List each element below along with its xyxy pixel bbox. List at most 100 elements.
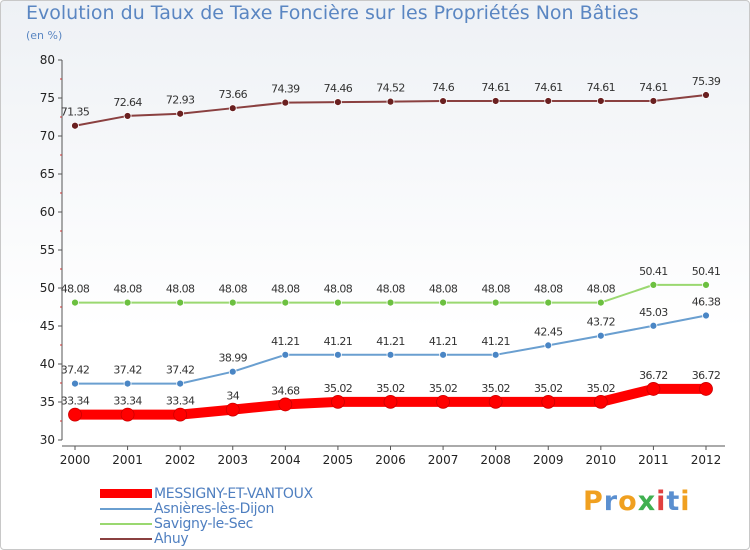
data-point	[646, 382, 661, 396]
proxiti-logo: Proxiti	[583, 486, 691, 517]
data-label: 35.02	[534, 382, 563, 395]
data-label: 48.08	[534, 283, 563, 296]
data-point	[649, 280, 658, 289]
axis-ticks: 30 35 40 45 50 55 60 65 70 75 80 2000 2001 2002 2003 20…	[40, 53, 722, 467]
data-label: 41.21	[429, 335, 458, 348]
legend-label: Savigny-le-Sec	[154, 516, 254, 532]
data-label: 42.45	[534, 325, 563, 338]
data-point	[334, 350, 342, 359]
data-label: 48.08	[271, 283, 300, 296]
data-label: 41.21	[271, 335, 300, 348]
y-tick-label: 65	[40, 167, 55, 181]
data-label: 74.61	[481, 81, 510, 94]
y-tick-label: 80	[40, 53, 55, 67]
data-point	[334, 98, 342, 107]
x-tick-label: 2000	[60, 453, 91, 467]
data-label: 48.08	[429, 283, 458, 296]
data-point	[123, 379, 132, 388]
data-point	[120, 407, 135, 422]
data-label: 37.42	[61, 364, 90, 377]
data-label: 41.21	[376, 335, 405, 348]
data-label: 36.72	[639, 369, 668, 382]
logo-letter: i	[680, 486, 691, 517]
logo-letter: P	[583, 486, 604, 517]
data-point	[596, 97, 605, 105]
data-point	[702, 280, 710, 289]
data-point	[649, 321, 658, 330]
data-label: 48.08	[324, 283, 353, 296]
x-tick-label: 2002	[165, 453, 196, 467]
data-point	[491, 298, 500, 307]
data-label: 74.46	[324, 82, 353, 95]
data-point	[386, 97, 395, 106]
y-tick-label: 75	[40, 91, 55, 105]
data-label: 48.08	[219, 283, 248, 296]
legend-label: MESSIGNY-ET-VANTOUX	[154, 486, 313, 502]
data-label: 43.72	[587, 316, 616, 329]
data-point	[176, 109, 185, 118]
x-tick-label: 2001	[112, 453, 143, 467]
data-labels: 33.34 33.34 33.34 34 34.68 35.02 35.02 35.02 35.…	[61, 75, 722, 408]
data-point	[334, 298, 342, 307]
data-label: 35.02	[587, 382, 616, 395]
data-label: 50.41	[639, 265, 668, 278]
x-tick-label: 2010	[586, 453, 617, 467]
data-point	[436, 394, 450, 409]
data-point	[71, 121, 79, 130]
data-label: 34	[226, 390, 239, 403]
data-point	[491, 350, 500, 359]
logo-letter: r	[603, 486, 619, 517]
data-label: 41.21	[324, 335, 353, 348]
data-label: 35.02	[324, 382, 353, 395]
data-label: 72.93	[166, 94, 195, 107]
y-tick-label: 45	[40, 319, 55, 333]
legend-swatch	[100, 538, 152, 540]
y-unit-label: (en %)	[26, 29, 63, 42]
data-label: 71.35	[61, 106, 90, 119]
data-point	[225, 402, 240, 417]
y-tick-label: 40	[40, 357, 55, 371]
legend-label: Asnières-lès-Dijon	[154, 501, 275, 517]
logo-letter: o	[618, 486, 638, 517]
data-point	[281, 350, 290, 359]
logo-letter: i	[656, 486, 667, 517]
data-label: 74.6	[432, 81, 455, 94]
x-tick-label: 2007	[428, 453, 459, 467]
data-point	[649, 97, 658, 105]
x-tick-label: 2005	[323, 453, 354, 467]
data-point	[71, 379, 79, 388]
data-label: 35.02	[481, 382, 510, 395]
data-point	[281, 98, 290, 107]
data-point	[699, 382, 713, 396]
data-label: 74.39	[271, 83, 300, 96]
data-point	[544, 341, 553, 350]
data-point	[228, 367, 237, 376]
data-label: 46.38	[692, 296, 721, 309]
y-tick-label: 60	[40, 205, 55, 219]
data-label: 73.66	[219, 88, 248, 101]
y-tick-label: 55	[40, 243, 55, 257]
data-label: 72.64	[113, 96, 142, 109]
legend-swatch	[100, 489, 152, 498]
x-tick-label: 2006	[375, 453, 406, 467]
data-point	[439, 298, 447, 307]
data-label: 37.42	[166, 364, 195, 377]
data-label: 38.99	[219, 352, 248, 365]
data-point	[386, 350, 395, 359]
chart-title: Evolution du Taux de Taxe Foncière sur l…	[26, 2, 639, 24]
data-point	[702, 91, 710, 99]
data-point	[488, 394, 503, 409]
x-tick-label: 2012	[691, 453, 722, 467]
data-point	[68, 407, 82, 422]
data-point	[491, 97, 500, 105]
data-point	[593, 394, 608, 409]
data-label: 48.08	[61, 283, 90, 296]
x-tick-label: 2003	[217, 453, 248, 467]
y-tick-label: 50	[40, 281, 55, 295]
data-label: 37.42	[113, 364, 142, 377]
data-point	[596, 298, 605, 307]
legend-swatch	[100, 523, 152, 525]
data-label: 74.61	[534, 81, 563, 94]
logo-letter: t	[666, 486, 681, 517]
